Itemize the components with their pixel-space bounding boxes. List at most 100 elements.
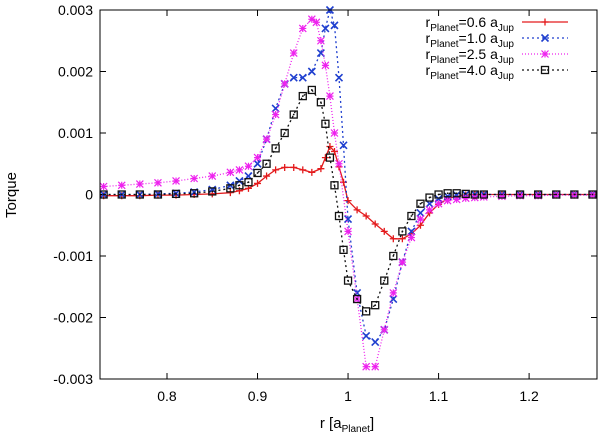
data-point [254, 179, 262, 187]
x-tick-label: 0.9 [248, 388, 268, 404]
legend-swatch-marker [540, 33, 550, 43]
data-point [371, 301, 380, 310]
data-point [172, 177, 180, 185]
x-tick-label: 0.8 [157, 388, 177, 404]
data-point-dot [374, 304, 377, 307]
legend-label: rPlanet=2.5 aJup [426, 46, 515, 66]
data-point [280, 128, 289, 138]
y-tick-label: 0.001 [58, 125, 93, 141]
data-point [389, 288, 398, 297]
data-point [534, 191, 543, 200]
y-tick-label: 0.003 [58, 2, 93, 18]
data-point-dot [157, 193, 159, 196]
data-point [330, 147, 338, 155]
data-point-dot [482, 193, 485, 196]
data-point [434, 190, 443, 199]
data-point [389, 235, 397, 243]
data-point [398, 235, 406, 243]
data-point-dot [501, 193, 503, 196]
data-point-dot [428, 196, 431, 199]
legend-label-text: =0.6 a [459, 14, 499, 30]
data-point-dot [324, 122, 327, 125]
data-point [515, 190, 525, 199]
data-point [321, 154, 329, 162]
data-point [416, 215, 425, 224]
data-point [253, 168, 262, 178]
data-point-dot [329, 156, 331, 159]
data-point-dot [292, 113, 295, 116]
data-point [272, 166, 280, 174]
data-point [479, 193, 488, 201]
data-point [362, 212, 370, 220]
data-point [398, 227, 407, 236]
data-point [280, 79, 289, 88]
data-point [371, 220, 379, 228]
data-point [344, 197, 352, 205]
legend-swatch-marker [541, 50, 549, 58]
data-point [135, 190, 144, 199]
data-point [244, 178, 253, 187]
data-point-dot [229, 187, 232, 190]
axes-layer: -0.003 -0.002 -0.001 0 0.001 0.002 0.003 0.8 0.9… [53, 2, 597, 404]
data-point-dot [401, 230, 404, 233]
y-tick-label: -0.002 [53, 310, 93, 326]
y-tick-label: -0.001 [53, 248, 93, 264]
data-point [516, 191, 524, 200]
data-point [271, 110, 280, 119]
data-point [190, 174, 199, 183]
data-point [434, 199, 443, 208]
data-point [298, 91, 307, 101]
data-point [416, 208, 425, 218]
data-point [380, 325, 389, 334]
data-point [470, 190, 479, 199]
data-point [334, 73, 344, 82]
data-point-dot [419, 202, 422, 205]
data-point [135, 180, 144, 188]
data-point [443, 196, 452, 205]
data-point [316, 98, 326, 107]
data-point-dot [555, 193, 558, 196]
data-point [570, 190, 579, 199]
data-point [312, 18, 321, 27]
data-point [398, 258, 407, 267]
data-point-dot [519, 193, 521, 196]
data-point [380, 276, 389, 285]
data-point [298, 73, 307, 82]
data-point-dot [283, 132, 286, 134]
data-point [416, 221, 424, 229]
data-point [326, 143, 334, 151]
x-tick-label: 1.1 [429, 388, 449, 404]
data-point [253, 153, 262, 162]
data-point [362, 331, 371, 341]
data-point [321, 24, 330, 33]
legend-label: rPlanet=0.6 aJup [426, 14, 515, 34]
data-point [316, 36, 325, 45]
legend-label-text: =2.5 a [459, 46, 499, 62]
data-point [343, 215, 353, 224]
data-point-dot [437, 193, 440, 196]
data-point-dot [464, 192, 467, 195]
y-axis-label: Torque [3, 172, 20, 218]
x-axis-label: r [aPlanet] [320, 415, 374, 435]
data-point-dot [392, 255, 395, 257]
data-point [552, 190, 561, 199]
data-point-dot [193, 192, 196, 195]
series-4 [99, 85, 597, 316]
data-point [117, 190, 126, 199]
data-point-dot [138, 193, 141, 196]
legend-label-text: r [426, 30, 431, 46]
data-point-dot [175, 192, 177, 195]
series-2 [99, 5, 597, 347]
data-point-dot [446, 192, 449, 195]
data-point [307, 15, 316, 24]
data-point [407, 211, 416, 221]
data-point [271, 144, 280, 153]
data-point [226, 189, 234, 197]
legend-swatch-marker [541, 18, 549, 26]
series-line [103, 7, 593, 343]
data-point-dot [591, 193, 594, 196]
data-point [235, 176, 244, 186]
legend-label-text: r [426, 14, 431, 30]
data-point [371, 338, 380, 347]
data-point [289, 49, 298, 57]
